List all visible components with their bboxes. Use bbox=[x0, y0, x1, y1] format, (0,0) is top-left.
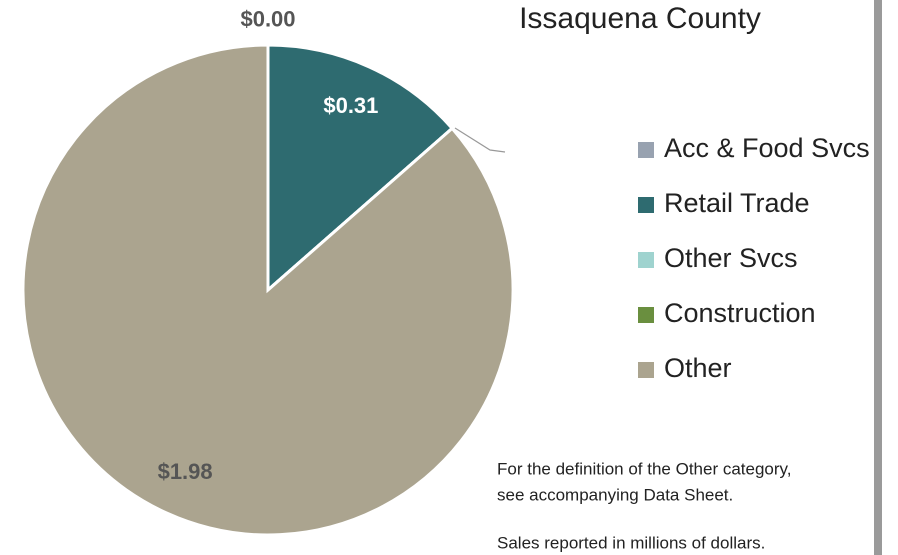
data-label: $0.31 bbox=[323, 93, 378, 118]
legend-swatch bbox=[638, 307, 654, 323]
frame-border bbox=[874, 0, 882, 555]
legend-label: Retail Trade bbox=[664, 188, 810, 218]
legend-label: Construction bbox=[664, 298, 816, 328]
note: For the definition of the Other category… bbox=[497, 459, 792, 478]
pie-slice bbox=[266, 43, 455, 294]
note: Sales reported in millions of dollars. bbox=[497, 533, 765, 552]
legend-label: Other bbox=[664, 353, 732, 383]
leader-line bbox=[454, 127, 506, 153]
note: see accompanying Data Sheet. bbox=[497, 485, 733, 504]
plot: Issaquena County $0.00 $0.31 $1.98 Acc & Fo… bbox=[21, 2, 870, 552]
legend-label: Other Svcs bbox=[664, 243, 798, 273]
legend-swatch bbox=[638, 142, 654, 158]
pie-slice bbox=[21, 43, 515, 537]
legend-swatch bbox=[638, 362, 654, 378]
data-label: $1.98 bbox=[158, 459, 213, 484]
legend-swatch bbox=[638, 252, 654, 268]
data-label: $0.00 bbox=[240, 6, 295, 31]
legend-label: Acc & Food Svcs bbox=[664, 133, 870, 163]
legend-swatch bbox=[638, 197, 654, 213]
chart-title: Issaquena County bbox=[519, 2, 761, 35]
